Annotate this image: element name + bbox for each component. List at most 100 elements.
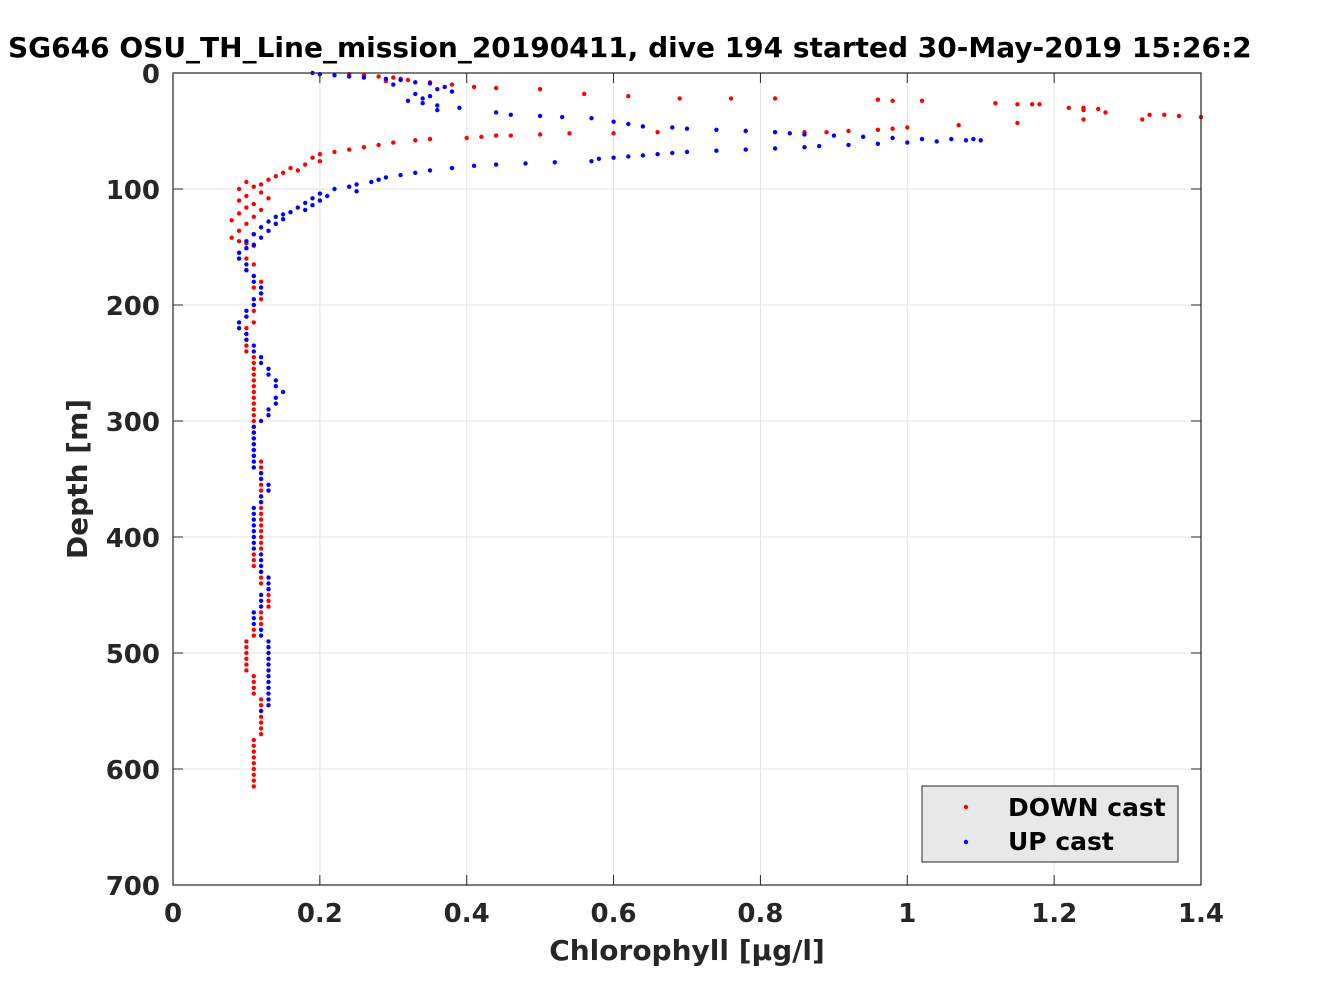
data-point (1096, 106, 1101, 112)
data-point (919, 136, 925, 142)
data-point (471, 84, 477, 90)
data-point (266, 703, 271, 708)
data-point (251, 355, 256, 360)
x-tick-label: 1.2 (1031, 899, 1077, 929)
data-point (244, 650, 249, 656)
data-point (890, 135, 895, 141)
data-point (552, 160, 557, 165)
data-point (420, 96, 425, 101)
data-point (258, 500, 264, 505)
data-point (258, 558, 264, 563)
data-point (251, 784, 256, 789)
data-point (787, 131, 792, 136)
data-point (684, 149, 690, 155)
data-point (251, 453, 256, 458)
data-point (244, 639, 249, 644)
data-point (332, 186, 337, 192)
data-point (236, 211, 242, 216)
y-tick-label: 100 (106, 176, 160, 206)
data-point (273, 401, 278, 406)
data-point (1015, 120, 1020, 126)
data-point (258, 235, 264, 240)
data-point (251, 621, 256, 627)
data-point (258, 529, 264, 534)
data-point (354, 189, 359, 194)
data-point (258, 703, 264, 708)
data-point (677, 96, 682, 101)
data-point (280, 217, 286, 222)
data-point (347, 74, 352, 79)
data-point (258, 540, 264, 545)
data-series (229, 70, 1204, 789)
data-point (244, 268, 249, 273)
data-point (303, 162, 308, 167)
data-point (258, 291, 264, 296)
data-point (258, 471, 264, 476)
data-point (361, 75, 367, 80)
data-point (251, 407, 256, 412)
data-point (266, 587, 271, 592)
data-point (280, 170, 286, 175)
data-point (956, 123, 961, 128)
data-point (258, 523, 264, 528)
data-point (626, 121, 631, 127)
data-point (325, 193, 330, 199)
data-point (589, 159, 594, 164)
data-point (251, 442, 256, 447)
x-tick-label: 1.4 (1178, 899, 1224, 929)
data-point (427, 94, 433, 99)
data-point (258, 355, 264, 360)
data-point (361, 145, 367, 150)
data-point (244, 662, 249, 667)
data-point (391, 140, 396, 145)
data-point (493, 85, 499, 91)
data-point (251, 737, 256, 743)
y-tick-label: 0 (142, 60, 160, 90)
data-point (244, 262, 249, 267)
data-point (251, 685, 256, 690)
data-point (244, 256, 249, 261)
data-point (251, 232, 256, 237)
data-point (258, 732, 264, 737)
data-point (251, 743, 256, 748)
data-point (310, 203, 315, 208)
x-axis-title: Chlorophyll [μg/l] (549, 934, 825, 967)
y-tick-label: 400 (106, 524, 160, 554)
x-tick-label: 0.6 (591, 899, 637, 929)
data-point (369, 179, 374, 185)
data-point (875, 141, 881, 146)
data-point (611, 119, 616, 124)
data-point (251, 214, 256, 219)
data-point (258, 225, 264, 230)
data-point (244, 314, 249, 319)
data-point (831, 133, 837, 138)
data-point (464, 135, 469, 141)
data-point (251, 366, 256, 371)
data-point (508, 133, 513, 138)
data-point (251, 424, 256, 429)
data-point (817, 143, 822, 149)
data-point (310, 155, 315, 160)
data-point (258, 726, 264, 731)
data-point (273, 221, 278, 226)
data-point (743, 147, 748, 152)
data-point (449, 165, 455, 171)
data-point (258, 182, 264, 187)
data-point (449, 82, 455, 87)
data-point (251, 389, 256, 395)
data-point (236, 326, 242, 331)
x-tick-label: 0.4 (444, 899, 490, 929)
data-point (905, 140, 910, 145)
data-point (258, 505, 264, 511)
data-point (303, 207, 308, 213)
data-point (251, 772, 256, 777)
data-point (398, 172, 403, 178)
data-point (258, 708, 264, 714)
y-tick-label: 500 (106, 640, 160, 670)
data-point (251, 523, 256, 528)
y-tick-label: 600 (106, 756, 160, 786)
data-point (971, 136, 976, 142)
data-point (251, 534, 256, 540)
data-point (251, 511, 256, 516)
data-point (266, 650, 271, 656)
